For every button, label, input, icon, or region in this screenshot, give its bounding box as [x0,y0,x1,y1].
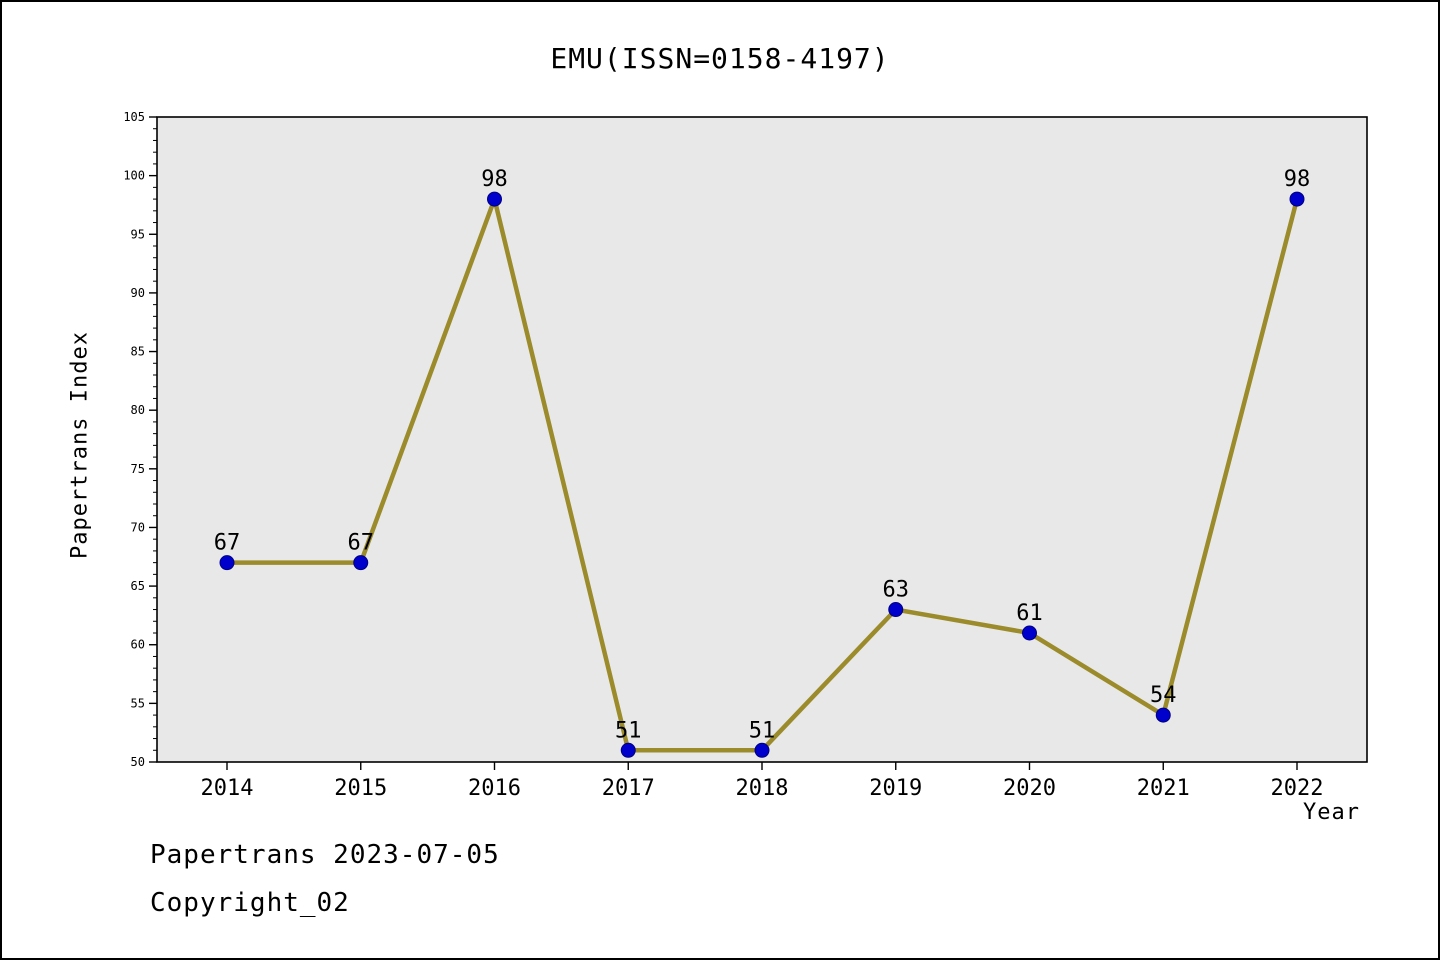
y-tick-label: 100 [123,169,145,183]
x-tick-label: 2018 [736,776,789,801]
data-point-label: 67 [214,531,241,556]
data-point-label: 63 [883,578,910,603]
data-point [620,742,636,758]
y-tick-label: 70 [131,520,145,534]
x-tick-label: 2022 [1271,776,1324,801]
data-point [1289,191,1305,207]
x-tick-label: 2020 [1003,776,1056,801]
y-tick-label: 60 [131,638,145,652]
y-tick-label: 95 [131,227,145,241]
data-point-label: 67 [348,531,375,556]
y-tick-label: 55 [131,696,145,710]
chart-title: EMU(ISSN=0158-4197) [550,42,890,75]
y-tick-label: 50 [131,755,145,769]
x-tick-label: 2019 [869,776,922,801]
data-point [888,602,904,618]
data-point-label: 98 [1284,167,1311,192]
y-tick-label: 105 [123,110,145,124]
data-point-label: 61 [1016,601,1043,626]
y-tick-label: 80 [131,403,145,417]
y-axis-label: Papertrans Index [67,331,93,559]
y-tick-label: 85 [131,345,145,359]
x-axis-label: Year [1303,800,1360,825]
footer-copyright: Copyright_02 [150,888,350,918]
data-point [1155,707,1171,723]
x-tick-label: 2021 [1137,776,1190,801]
y-tick-label: 65 [131,579,145,593]
data-point-label: 51 [615,718,642,743]
plot-border [156,116,1368,763]
data-point [1022,625,1037,641]
data-point [219,555,235,571]
data-point-label: 98 [481,167,508,192]
x-tick-label: 2017 [602,776,655,801]
x-tick-label: 2014 [201,776,254,801]
data-point [754,742,770,758]
data-point-label: 51 [749,718,776,743]
data-point-label: 54 [1150,683,1177,708]
y-tick-label: 90 [131,286,145,300]
plot-background [157,117,1367,762]
y-tick-label: 75 [131,462,145,476]
x-tick-label: 2016 [468,776,521,801]
footer-date: Papertrans 2023-07-05 [150,840,500,870]
data-point [353,555,369,571]
data-point [487,191,502,207]
x-tick-label: 2015 [334,776,387,801]
